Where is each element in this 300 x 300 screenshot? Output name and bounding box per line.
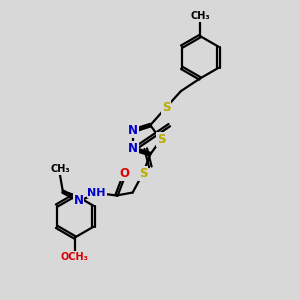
Text: N: N xyxy=(74,194,83,207)
Text: S: S xyxy=(162,101,170,114)
Text: S: S xyxy=(157,133,165,146)
Text: CH₃: CH₃ xyxy=(50,164,70,174)
Text: OCH₃: OCH₃ xyxy=(61,252,89,262)
Text: N: N xyxy=(128,124,138,137)
Text: N: N xyxy=(128,142,138,155)
Text: O: O xyxy=(119,167,129,181)
Text: CH₃: CH₃ xyxy=(190,11,210,21)
Text: S: S xyxy=(139,167,147,180)
Text: NH: NH xyxy=(88,188,106,197)
